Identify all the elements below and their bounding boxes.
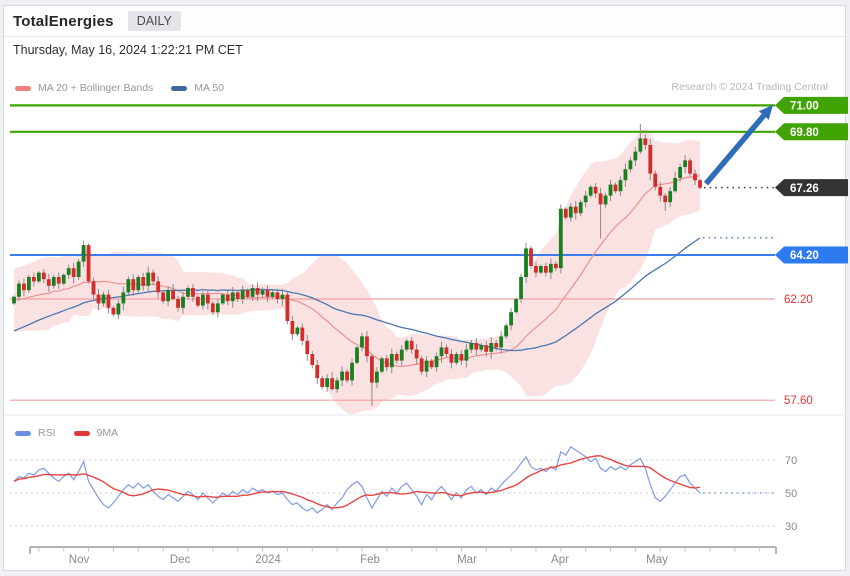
price-legend: MA 20 + Bollinger Bands MA 50 [15,82,224,94]
timeframe-badge[interactable]: DAILY [127,11,181,31]
forecast-arrow [703,113,766,186]
rsi-grid-label: 30 [785,521,797,533]
svg-text:71.00: 71.00 [790,101,819,113]
svg-text:67.26: 67.26 [790,183,819,195]
price-legend-label: MA 20 + Bollinger Bands [38,82,154,94]
candles-layer [12,124,702,406]
price-tag-67.26: 67.26 [775,179,848,197]
rsi-line [13,445,701,514]
timestamp: Thursday, May 16, 2024 1:22:21 PM CET [13,43,243,57]
x-axis-month-label: 2024 [255,554,281,566]
price-legend-item: MA 20 + Bollinger Bands [15,82,153,94]
rsi-legend: RSI 9MA [15,427,118,439]
x-axis-month-label: Mar [457,554,477,566]
price-legend-swatch-icon [171,85,188,91]
price-legend-swatch-icon [15,85,31,91]
instrument-title: TotalEnergies [13,12,114,30]
rsi-legend-label: 9MA [96,427,119,439]
rsi-legend-item: RSI [15,427,56,439]
rsi-grid-label: 70 [785,455,797,467]
x-axis-month-label: Dec [170,554,191,566]
forecast-arrow-head [758,104,773,120]
rsi-grid-label: 50 [785,488,797,500]
rsi-legend-item: 9MA [73,427,119,439]
svg-text:64.20: 64.20 [790,250,819,262]
support-level-label: 57.60 [784,395,813,407]
header: TotalEnergies DAILY [4,6,845,37]
price-tag-71.00: 71.00 [775,96,848,114]
price-tag-64.20: 64.20 [775,246,848,264]
rsi-legend-swatch-icon [73,430,90,436]
price-legend-label: MA 50 [194,82,225,94]
x-axis-month-label: Feb [360,554,380,566]
x-axis-month-label: May [646,554,668,566]
x-axis-month-label: Apr [551,554,569,566]
price-tag-69.80: 69.80 [775,123,848,141]
rsi-legend-label: RSI [38,427,56,439]
research-watermark: Research © 2024 Trading Central [671,81,828,93]
x-axis-month-label: Nov [69,554,90,566]
rsi-legend-swatch-icon [15,430,31,436]
price-legend-item: MA 50 [171,82,224,94]
rsi-9ma-line [13,455,701,509]
svg-text:69.80: 69.80 [790,127,819,139]
bollinger-band [14,128,700,415]
support-level-label: 62.20 [784,294,813,306]
